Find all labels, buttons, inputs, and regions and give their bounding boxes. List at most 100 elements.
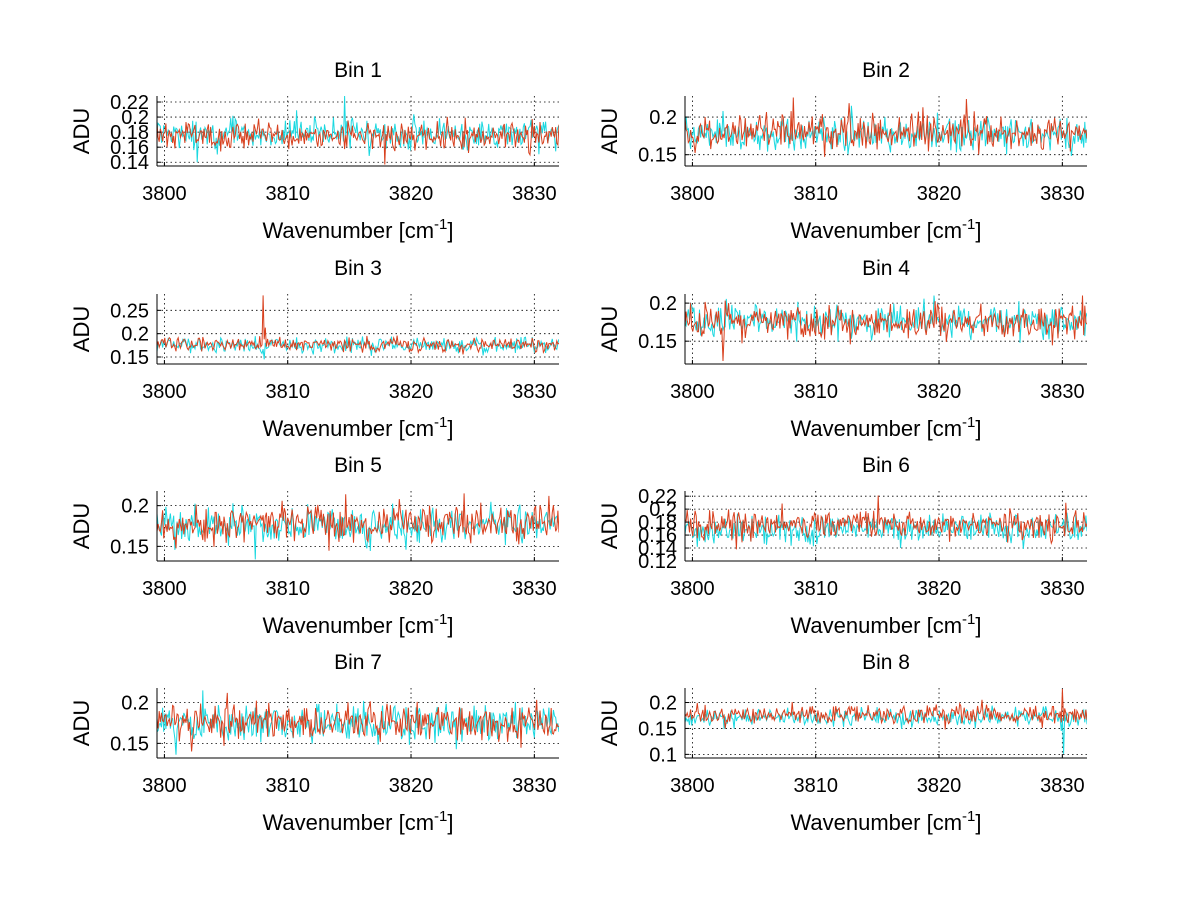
- x-tick-label: 3820: [917, 775, 962, 797]
- x-tick-label: 3800: [670, 775, 715, 797]
- x-tick-label: 3830: [512, 183, 557, 205]
- x-axis-label: Wavenumber [cm-1]: [790, 808, 981, 835]
- x-tick-label: 3800: [142, 183, 187, 205]
- x-tick-label: 3800: [670, 381, 715, 403]
- y-tick-label: 0.18: [638, 512, 677, 534]
- y-tick-label: 0.18: [110, 122, 149, 144]
- x-axis-label-main: Wavenumber [cm: [790, 613, 962, 638]
- x-axis-label-superscript: -1: [962, 611, 975, 628]
- series-line-red: [685, 495, 1087, 550]
- panel-bin-3: 3800 3810 3820 3830 0.150.20.25 Bin 3 Wavenumb…: [69, 257, 559, 441]
- panel-bin-6: 3800 3810 3820 3830 0.120.140.160.180.20.22 B…: [597, 454, 1087, 638]
- y-tick-label: 0.15: [110, 347, 149, 369]
- x-tick-label: 3820: [917, 183, 962, 205]
- y-tick-label: 0.12: [638, 551, 677, 573]
- x-tick-label: 3830: [512, 381, 557, 403]
- chart-title: Bin 4: [862, 257, 910, 280]
- x-axis-label-end: ]: [975, 810, 981, 835]
- chart-title: Bin 8: [862, 651, 910, 674]
- x-tick-label: 3810: [265, 775, 310, 797]
- series-line-red: [685, 295, 1087, 362]
- series-line-red: [157, 692, 559, 752]
- y-tick-label: 0.14: [110, 152, 149, 174]
- x-tick-label: 3800: [670, 578, 715, 600]
- series-line-red: [157, 295, 559, 355]
- x-axis-label-main: Wavenumber [cm: [262, 218, 434, 243]
- series-line-red: [157, 493, 559, 551]
- x-axis-label-superscript: -1: [434, 414, 447, 431]
- x-axis-label-main: Wavenumber [cm: [790, 416, 962, 441]
- y-tick-label: 0.1: [649, 744, 677, 766]
- y-axis-label: ADU: [597, 306, 622, 352]
- y-tick-label: 0.15: [638, 331, 677, 353]
- x-tick-label: 3830: [1040, 381, 1085, 403]
- x-axis-label-main: Wavenumber [cm: [262, 613, 434, 638]
- y-tick-label: 0.16: [638, 525, 677, 547]
- y-tick-label: 0.2: [121, 496, 149, 518]
- panel-bin-2: 3800 3810 3820 3830 0.15 0.2 Bin 2 Wavenumber […: [597, 59, 1087, 243]
- chart-title: Bin 2: [862, 59, 910, 82]
- panel-bin-7: 3800 3810 3820 3830 0.15 0.2 Bin 7 Wavenumber […: [69, 651, 559, 835]
- x-axis-label-main: Wavenumber [cm: [262, 810, 434, 835]
- panel-bin-5: 3800 3810 3820 3830 0.15 0.2 Bin 5 Wavenumber […: [69, 454, 559, 638]
- panel-bin-8: 3800 3810 3820 3830 0.1 0.15 0.2 Bin 8 Wavenumbe…: [597, 651, 1087, 835]
- x-axis-label: Wavenumber [cm-1]: [262, 216, 453, 243]
- y-axis-label: ADU: [597, 108, 622, 154]
- y-tick-label: 0.2: [121, 324, 149, 346]
- y-tick-label: 0.14: [638, 538, 677, 560]
- x-axis-label-end: ]: [447, 416, 453, 441]
- x-axis-label: Wavenumber [cm-1]: [790, 216, 981, 243]
- y-tick-label: 0.25: [110, 300, 149, 322]
- x-tick-label: 3820: [389, 578, 434, 600]
- series-line-cyan: [157, 96, 559, 163]
- panel-bin-1: 3800 3810 3820 3830 0.140.160.180.20.22 Bin 1…: [69, 59, 559, 243]
- y-tick-label: 0.16: [110, 137, 149, 159]
- y-tick-label: 0.15: [638, 145, 677, 167]
- x-axis-label-main: Wavenumber [cm: [790, 810, 962, 835]
- x-axis-label-superscript: -1: [962, 216, 975, 233]
- chart-title: Bin 6: [862, 454, 910, 477]
- series-line-cyan: [157, 336, 559, 360]
- y-tick-label: 0.2: [649, 293, 677, 315]
- x-axis-label-superscript: -1: [434, 216, 447, 233]
- y-tick-label: 0.2: [649, 107, 677, 129]
- y-tick-label: 0.2: [121, 693, 149, 715]
- x-axis-label-superscript: -1: [962, 808, 975, 825]
- series-line-red: [685, 97, 1087, 157]
- y-tick-label: 0.2: [649, 693, 677, 715]
- y-axis-label: ADU: [69, 503, 94, 549]
- x-tick-label: 3810: [793, 578, 838, 600]
- x-tick-label: 3810: [793, 775, 838, 797]
- y-tick-label: 0.15: [638, 718, 677, 740]
- panel-bin-4: 3800 3810 3820 3830 0.15 0.2 Bin 4 Wavenumber […: [597, 257, 1087, 441]
- x-tick-label: 3830: [1040, 775, 1085, 797]
- chart-title: Bin 3: [334, 257, 382, 280]
- series-line-red: [157, 116, 559, 165]
- x-axis-label-main: Wavenumber [cm: [790, 218, 962, 243]
- x-axis-label: Wavenumber [cm-1]: [262, 611, 453, 638]
- x-axis-label-end: ]: [975, 613, 981, 638]
- y-axis-label: ADU: [69, 700, 94, 746]
- x-axis-label-main: Wavenumber [cm: [262, 416, 434, 441]
- series-line-red: [685, 688, 1087, 730]
- x-tick-label: 3800: [142, 578, 187, 600]
- chart-title: Bin 7: [334, 651, 382, 674]
- y-axis-label: ADU: [69, 306, 94, 352]
- series-line-cyan: [157, 690, 559, 755]
- y-tick-label: 0.22: [638, 486, 677, 508]
- x-axis-label-end: ]: [447, 613, 453, 638]
- x-tick-label: 3830: [1040, 183, 1085, 205]
- x-tick-label: 3830: [512, 775, 557, 797]
- y-tick-label: 0.22: [110, 92, 149, 114]
- x-tick-label: 3830: [512, 578, 557, 600]
- x-axis-label: Wavenumber [cm-1]: [790, 414, 981, 441]
- y-tick-label: 0.15: [110, 536, 149, 558]
- series-line-cyan: [685, 705, 1087, 754]
- x-axis-label-end: ]: [975, 218, 981, 243]
- x-axis-label-superscript: -1: [434, 611, 447, 628]
- x-tick-label: 3810: [265, 381, 310, 403]
- x-tick-label: 3810: [265, 183, 310, 205]
- y-tick-label: 0.15: [110, 733, 149, 755]
- x-axis-label-superscript: -1: [962, 414, 975, 431]
- y-axis-label: ADU: [597, 700, 622, 746]
